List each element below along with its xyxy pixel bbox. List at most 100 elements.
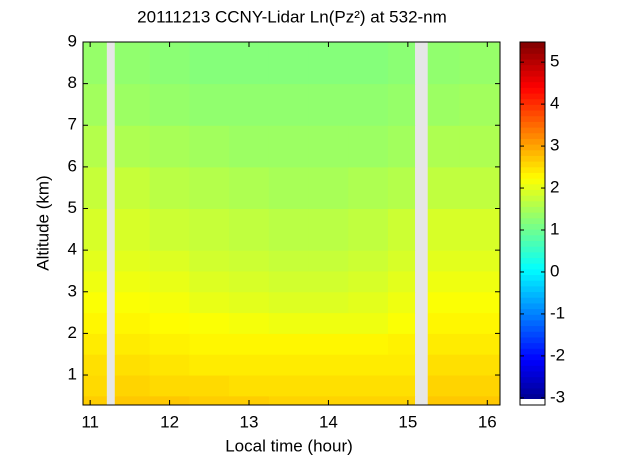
colorbar-segment xyxy=(520,42,545,49)
colorbar-segment xyxy=(520,285,545,293)
heatmap-cell xyxy=(348,395,389,406)
y-tick-label: 9 xyxy=(68,31,77,50)
heatmap-cell xyxy=(268,42,310,85)
y-tick-label: 7 xyxy=(68,115,77,134)
colorbar-segment xyxy=(520,98,545,105)
heatmap-cell xyxy=(114,270,151,293)
missing-cell xyxy=(415,83,429,126)
missing-cell xyxy=(106,83,116,126)
y-tick-label: 8 xyxy=(68,73,77,92)
heatmap-cell xyxy=(427,270,460,293)
heatmap-cell xyxy=(308,166,349,210)
missing-cell xyxy=(106,354,116,376)
heatmap-cell xyxy=(388,270,416,293)
heatmap-cell xyxy=(189,83,230,126)
heatmap-cell xyxy=(308,312,349,334)
plot-frame xyxy=(82,41,501,406)
x-tick-label: 16 xyxy=(478,412,497,431)
colorbar-segment xyxy=(520,336,545,344)
colorbar-tick-label: 2 xyxy=(550,178,559,197)
heatmap-cell xyxy=(83,354,108,376)
heatmap-cell xyxy=(427,125,460,168)
heatmap-cell xyxy=(189,208,230,251)
colorbar-segment xyxy=(520,172,545,179)
missing-cell xyxy=(106,125,116,168)
colorbar-segment xyxy=(520,81,545,88)
heatmap-cell xyxy=(348,333,389,355)
missing-cell xyxy=(106,333,116,355)
heatmap-cell xyxy=(83,312,108,334)
colorbar-frame xyxy=(519,41,546,406)
heatmap-cell xyxy=(114,42,151,85)
colorbar-tick-label: -1 xyxy=(550,303,565,322)
heatmap-cell xyxy=(114,125,151,168)
colorbar-segment xyxy=(520,87,545,94)
colorbar-segment xyxy=(520,132,545,139)
colorbar-segment xyxy=(520,240,545,247)
colorbar-segment xyxy=(520,308,545,315)
heatmap-cell xyxy=(149,270,190,293)
heatmap-cell xyxy=(427,250,460,272)
heatmap-cell xyxy=(189,125,230,168)
colorbar-segment xyxy=(520,110,545,117)
heatmap-cell xyxy=(229,208,270,251)
heatmap-cell xyxy=(83,166,108,210)
heatmap-cell xyxy=(388,166,416,210)
x-axis-label: Local time (hour) xyxy=(225,436,353,455)
colorbar-segment xyxy=(520,144,545,151)
colorbar-segment xyxy=(520,376,545,383)
colorbar-tick-label: 4 xyxy=(550,94,559,113)
missing-cell xyxy=(415,395,429,406)
heatmap-cell xyxy=(229,250,270,272)
heatmap-cell xyxy=(459,208,501,251)
colorbar-missing xyxy=(520,399,545,405)
heatmap-cell xyxy=(348,83,389,126)
heatmap-cell xyxy=(348,291,389,314)
colorbar-segment xyxy=(520,314,545,321)
y-axis-label: Altitude (km) xyxy=(33,175,52,270)
heatmap-cell xyxy=(459,42,501,85)
heatmap-cell xyxy=(348,312,389,334)
heatmap-cell xyxy=(348,375,389,397)
heatmap-cell xyxy=(114,395,151,406)
heatmap-cell xyxy=(268,208,310,251)
heatmap-cell xyxy=(189,250,230,272)
colorbar-segment xyxy=(520,234,545,242)
x-tick-label: 14 xyxy=(319,412,338,431)
heatmap-cell xyxy=(268,250,310,272)
colorbar-segment xyxy=(520,257,545,264)
missing-cell xyxy=(415,208,429,251)
heatmap-cell xyxy=(149,375,190,397)
missing-cell xyxy=(106,375,116,397)
heatmap-cell xyxy=(149,42,190,85)
colorbar-segment xyxy=(520,359,545,366)
colorbar-segment xyxy=(520,178,545,185)
colorbar-segment xyxy=(520,280,545,287)
heatmap-cell xyxy=(114,312,151,334)
heatmap-cell xyxy=(388,208,416,251)
heatmap-cell xyxy=(189,291,230,314)
colorbar-segment xyxy=(520,319,545,327)
heatmap-cell xyxy=(427,291,460,314)
colorbar-segment xyxy=(520,387,545,395)
colorbar-tick-label: -2 xyxy=(550,345,565,364)
y-tick-label: 3 xyxy=(68,281,77,300)
colorbar-segment xyxy=(520,342,545,349)
heatmap-cell xyxy=(229,375,270,397)
y-tick-label: 1 xyxy=(68,365,77,384)
heatmap-cell xyxy=(229,291,270,314)
missing-cell xyxy=(106,42,116,85)
heatmap-cell xyxy=(114,83,151,126)
heatmap-cell xyxy=(268,333,310,355)
heatmap-cell xyxy=(348,208,389,251)
heatmap-cell xyxy=(308,270,349,293)
heatmap-cell xyxy=(308,83,349,126)
heatmap-cell xyxy=(427,312,460,334)
heatmap-cell xyxy=(149,312,190,334)
heatmap-cell xyxy=(114,250,151,272)
colorbar-segment xyxy=(520,53,545,60)
colorbar-segment xyxy=(520,348,545,355)
heatmap-cell xyxy=(459,250,501,272)
chart-title: 20111213 CCNY-Lidar Ln(Pz²) at 532-nm xyxy=(137,7,447,26)
